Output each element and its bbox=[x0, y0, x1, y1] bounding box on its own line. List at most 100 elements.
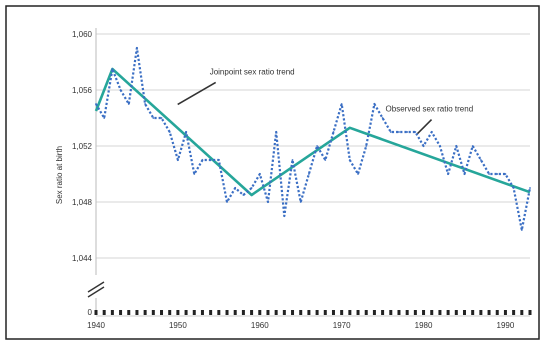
zero-marker-1985 bbox=[462, 310, 466, 315]
zero-marker-1949 bbox=[168, 310, 172, 315]
x-tick-label-1940: 1940 bbox=[87, 321, 105, 330]
observed-point-1984 bbox=[455, 145, 458, 147]
zero-marker-1967 bbox=[315, 310, 319, 315]
zero-marker-1993 bbox=[528, 310, 532, 315]
axis-break-stroke-2 bbox=[87, 286, 105, 298]
zero-marker-1987 bbox=[479, 310, 483, 315]
observed-point-1971 bbox=[348, 159, 351, 161]
x-tick-label-1970: 1970 bbox=[333, 321, 351, 330]
observed-point-1944 bbox=[127, 103, 130, 105]
observed-point-1962 bbox=[275, 131, 278, 133]
zero-marker-1989 bbox=[495, 310, 499, 315]
zero-marker-1969 bbox=[331, 310, 335, 315]
zero-marker-1965 bbox=[299, 310, 303, 315]
zero-marker-1955 bbox=[217, 310, 221, 315]
observed-point-1967 bbox=[316, 145, 318, 147]
zero-marker-1991 bbox=[512, 310, 516, 315]
zero-marker-1948 bbox=[160, 310, 164, 315]
joinpoint-annotation-label: Joinpoint sex ratio trend bbox=[210, 67, 295, 76]
observed-point-1976 bbox=[389, 131, 392, 133]
observed-point-1991 bbox=[512, 187, 515, 189]
zero-marker-1979 bbox=[413, 310, 417, 315]
x-tick-labels: 1940 1950 1960 1970 1980 1990 bbox=[87, 321, 515, 330]
observed-point-1963 bbox=[283, 215, 286, 217]
observed-point-1953 bbox=[201, 159, 204, 161]
observed-point-1957 bbox=[234, 187, 237, 189]
observed-point-1951 bbox=[185, 131, 187, 133]
zero-marker-1953 bbox=[200, 310, 204, 315]
zero-marker-1981 bbox=[430, 310, 434, 315]
zero-marker-1992 bbox=[520, 310, 524, 315]
observed-point-1983 bbox=[447, 173, 450, 175]
observed-point-1993 bbox=[529, 187, 531, 189]
observed-ratio-line bbox=[95, 46, 532, 232]
zero-marker-1970 bbox=[340, 310, 344, 315]
observed-point-1954 bbox=[209, 159, 212, 161]
observed-point-1945 bbox=[136, 47, 138, 49]
observed-point-1940 bbox=[95, 103, 97, 105]
observed-point-1943 bbox=[119, 89, 122, 91]
x-tick-label-1960: 1960 bbox=[251, 321, 269, 330]
observed-point-1949 bbox=[168, 131, 171, 133]
observed-point-1942 bbox=[111, 68, 114, 70]
observed-points bbox=[95, 47, 531, 231]
zero-marker-1958 bbox=[241, 310, 245, 315]
observed-point-1968 bbox=[324, 159, 327, 161]
observed-point-1969 bbox=[332, 131, 335, 133]
observed-point-1979 bbox=[414, 131, 417, 133]
observed-point-1973 bbox=[365, 145, 368, 147]
observed-point-1964 bbox=[291, 159, 294, 161]
observed-annotation-leader bbox=[416, 119, 433, 135]
observed-point-1955 bbox=[217, 159, 220, 161]
observed-point-1960 bbox=[258, 173, 261, 175]
observed-point-1986 bbox=[471, 145, 474, 147]
zero-marker-1977 bbox=[397, 310, 401, 315]
observed-point-1956 bbox=[226, 201, 228, 203]
zero-marker-1964 bbox=[291, 310, 295, 315]
observed-point-1985 bbox=[463, 173, 466, 175]
zero-marker-1946 bbox=[143, 310, 147, 315]
observed-annotation-label: Observed sex ratio trend bbox=[386, 105, 474, 114]
zero-marker-1984 bbox=[454, 310, 458, 315]
zero-marker-1963 bbox=[282, 310, 286, 315]
observed-point-1970 bbox=[340, 103, 343, 105]
zero-marker-1973 bbox=[364, 310, 368, 315]
zero-marker-1972 bbox=[356, 310, 360, 315]
observed-point-1966 bbox=[308, 173, 310, 175]
zero-marker-1947 bbox=[151, 310, 155, 315]
joinpoint-trend-line bbox=[94, 67, 531, 197]
zero-marker-1961 bbox=[266, 310, 270, 315]
observed-point-1965 bbox=[299, 201, 302, 203]
observed-point-1981 bbox=[430, 131, 433, 133]
zero-marker-1968 bbox=[323, 310, 327, 315]
observed-point-1992 bbox=[520, 229, 523, 231]
zero-marker-1951 bbox=[184, 310, 188, 315]
observed-point-1950 bbox=[176, 159, 179, 161]
zero-marker-1975 bbox=[381, 310, 385, 315]
zero-marker-1956 bbox=[225, 310, 229, 315]
x-tick-label-1990: 1990 bbox=[497, 321, 515, 330]
observed-point-1988 bbox=[488, 173, 490, 175]
zero-marker-1941 bbox=[102, 310, 106, 315]
observed-point-1980 bbox=[422, 145, 425, 147]
zero-marker-1960 bbox=[258, 310, 262, 315]
zero-marker-1940 bbox=[94, 310, 98, 315]
zero-marker-1966 bbox=[307, 310, 311, 315]
zero-marker-1990 bbox=[503, 310, 507, 315]
y-tick-label-1048: 1,048 bbox=[72, 198, 93, 207]
zero-marker-1980 bbox=[422, 310, 426, 315]
zero-marker-1971 bbox=[348, 310, 352, 315]
zero-baseline-markers bbox=[94, 310, 532, 317]
zero-marker-1962 bbox=[274, 310, 278, 315]
y-zero-label: 0 bbox=[88, 308, 93, 317]
observed-point-1941 bbox=[103, 117, 106, 119]
zero-marker-1986 bbox=[471, 310, 475, 315]
observed-point-1974 bbox=[373, 103, 376, 105]
zero-marker-1943 bbox=[119, 310, 123, 315]
observed-point-1952 bbox=[193, 173, 196, 175]
observed-point-1946 bbox=[144, 103, 147, 105]
observed-point-1978 bbox=[406, 131, 409, 133]
observed-point-1982 bbox=[439, 145, 441, 147]
zero-marker-1982 bbox=[438, 310, 442, 315]
